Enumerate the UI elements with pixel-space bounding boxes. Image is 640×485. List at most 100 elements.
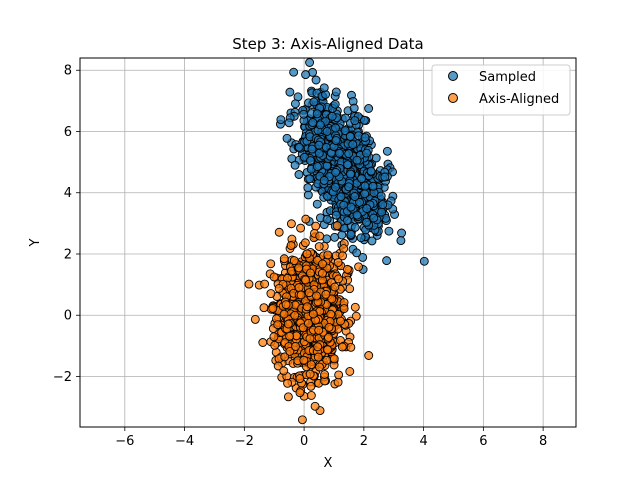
data-point [343, 160, 352, 170]
data-point [369, 213, 379, 223]
data-point [339, 304, 349, 314]
data-point [300, 238, 310, 248]
data-point [274, 283, 284, 293]
x-axis-label: X [324, 456, 333, 471]
data-points [244, 58, 429, 425]
data-point [357, 174, 367, 184]
data-point [348, 140, 358, 150]
data-point [310, 401, 320, 411]
data-point [291, 341, 300, 351]
data-point [342, 216, 352, 226]
data-point [244, 279, 254, 289]
data-point [312, 291, 321, 301]
data-point [306, 268, 315, 278]
data-point [306, 391, 316, 400]
data-point [340, 126, 350, 136]
data-point [258, 338, 268, 347]
data-point [314, 242, 324, 251]
data-point [289, 256, 299, 266]
data-point [350, 222, 360, 232]
data-point [334, 148, 344, 158]
data-point [305, 174, 315, 184]
data-point [303, 318, 313, 328]
data-point [305, 58, 315, 67]
data-point [337, 342, 347, 352]
data-point [344, 149, 354, 159]
data-point [323, 345, 333, 355]
data-point [384, 226, 394, 236]
data-point [331, 136, 341, 146]
data-point [324, 322, 334, 332]
data-point [362, 217, 371, 227]
data-point [296, 290, 306, 300]
data-point [338, 251, 347, 261]
data-point [333, 257, 343, 267]
data-point [297, 415, 307, 425]
x-tick-label: −6 [115, 434, 134, 449]
data-point [339, 244, 349, 254]
data-point [345, 284, 355, 294]
data-point [346, 230, 356, 239]
data-point [368, 181, 378, 191]
data-point [337, 230, 347, 240]
legend-label-axis-aligned: Axis-Aligned [479, 92, 559, 107]
data-point [302, 249, 312, 259]
data-point [307, 144, 317, 154]
data-point [268, 304, 278, 313]
data-point [283, 319, 293, 329]
data-point [306, 381, 316, 391]
data-point [331, 210, 341, 220]
data-point [284, 118, 294, 128]
data-point [366, 166, 376, 176]
data-point [397, 228, 407, 238]
data-point [362, 204, 372, 213]
x-tick-label: 8 [539, 434, 547, 449]
data-point [305, 334, 315, 344]
data-point [327, 294, 337, 304]
data-point [346, 202, 356, 212]
data-point [266, 259, 276, 269]
y-axis-label: Y [28, 238, 43, 247]
data-point [317, 268, 327, 278]
data-point [344, 182, 354, 192]
legend-label-sampled: Sampled [479, 70, 536, 85]
data-point [336, 192, 346, 202]
data-point [322, 126, 332, 136]
data-point [286, 241, 296, 250]
data-point [319, 83, 329, 93]
data-point [315, 231, 325, 241]
data-point [311, 221, 321, 231]
data-point [279, 309, 289, 319]
data-point [269, 332, 279, 342]
data-point [280, 352, 290, 362]
data-point [329, 354, 339, 364]
data-point [314, 140, 324, 150]
data-point [313, 342, 323, 352]
data-point [318, 259, 327, 269]
data-point [313, 352, 323, 362]
data-point [321, 289, 331, 299]
data-point [419, 256, 429, 266]
data-point [345, 367, 355, 376]
series-sampled [275, 58, 429, 274]
x-tick-label: −4 [175, 434, 194, 449]
data-point [312, 199, 322, 209]
data-point [312, 109, 322, 119]
data-point [294, 142, 304, 152]
data-point [290, 99, 300, 109]
data-point [314, 148, 324, 158]
x-axis-ticks: −6 −4 −2 0 2 4 6 8 [115, 427, 547, 449]
data-point [360, 133, 370, 142]
data-point [294, 283, 304, 292]
data-point [290, 160, 300, 170]
plot-area-frame [79, 57, 577, 428]
data-point [378, 200, 388, 210]
data-point [323, 250, 333, 260]
data-point [352, 210, 362, 220]
data-point [356, 233, 366, 243]
data-point [274, 227, 284, 237]
data-point [289, 67, 299, 77]
data-point [295, 374, 305, 384]
legend: Sampled Axis-Aligned [431, 64, 571, 116]
data-point [350, 302, 360, 312]
